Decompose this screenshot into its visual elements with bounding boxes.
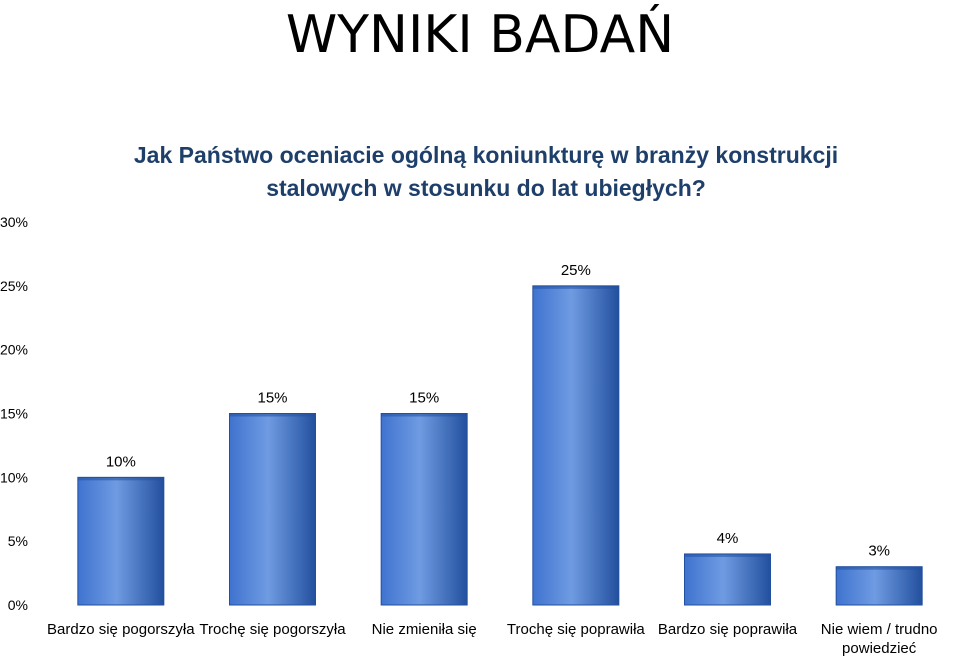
category-label: Bardzo się pogorszyła: [47, 621, 195, 638]
bar: [835, 566, 923, 606]
slide-title: WYNIKI BADAŃ: [285, 5, 675, 65]
data-label: 15%: [409, 390, 439, 407]
bar-top-edge: [229, 413, 316, 417]
chart-title-line-2: stalowych w stosunku do lat ubiegłych?: [266, 175, 706, 201]
category-label: Trochę się pogorszyła: [199, 621, 346, 638]
data-label: 15%: [257, 390, 287, 407]
y-tick-label: 15%: [0, 406, 28, 422]
data-label: 3%: [868, 543, 890, 560]
chart-title-line-1: Jak Państwo oceniacie ogólną koniunkturę…: [134, 142, 838, 168]
y-tick-label: 10%: [0, 469, 28, 485]
category-label: powiedzieć: [842, 640, 917, 657]
data-label: 10%: [106, 453, 136, 470]
bar: [229, 413, 316, 606]
data-label: 25%: [561, 262, 591, 279]
y-tick-label: 5%: [8, 533, 28, 549]
data-labels: 10% 15% 15% 25% 4% 3%: [106, 262, 890, 560]
category-label: Trochę się poprawiła: [507, 621, 645, 638]
category-label: Nie zmieniła się: [372, 621, 477, 638]
bar: [380, 413, 468, 606]
bar: [77, 476, 165, 606]
bar: [532, 285, 620, 606]
bar-top-edge: [381, 413, 468, 417]
bar-top-edge: [836, 566, 923, 570]
bars: [77, 285, 923, 606]
chart-title: Jak Państwo oceniacie ogólną koniunkturę…: [134, 142, 838, 201]
category-label: Nie wiem / trudno: [821, 621, 938, 638]
y-tick-label: 0%: [8, 597, 28, 613]
y-tick-label: 25%: [0, 278, 28, 294]
bar-top-edge: [77, 477, 164, 481]
bar-top-edge: [532, 285, 619, 289]
x-axis-categories: Bardzo się pogorszyła Trochę się pogorszy…: [47, 621, 937, 657]
y-tick-label: 20%: [0, 342, 28, 358]
y-tick-label: 30%: [0, 214, 28, 230]
y-axis-ticks: 0% 5% 10% 15% 20% 25% 30%: [0, 214, 28, 613]
bar: [684, 553, 771, 606]
data-label: 4%: [717, 530, 739, 547]
bar-top-edge: [684, 553, 771, 557]
category-label: Bardzo się poprawiła: [658, 621, 798, 638]
